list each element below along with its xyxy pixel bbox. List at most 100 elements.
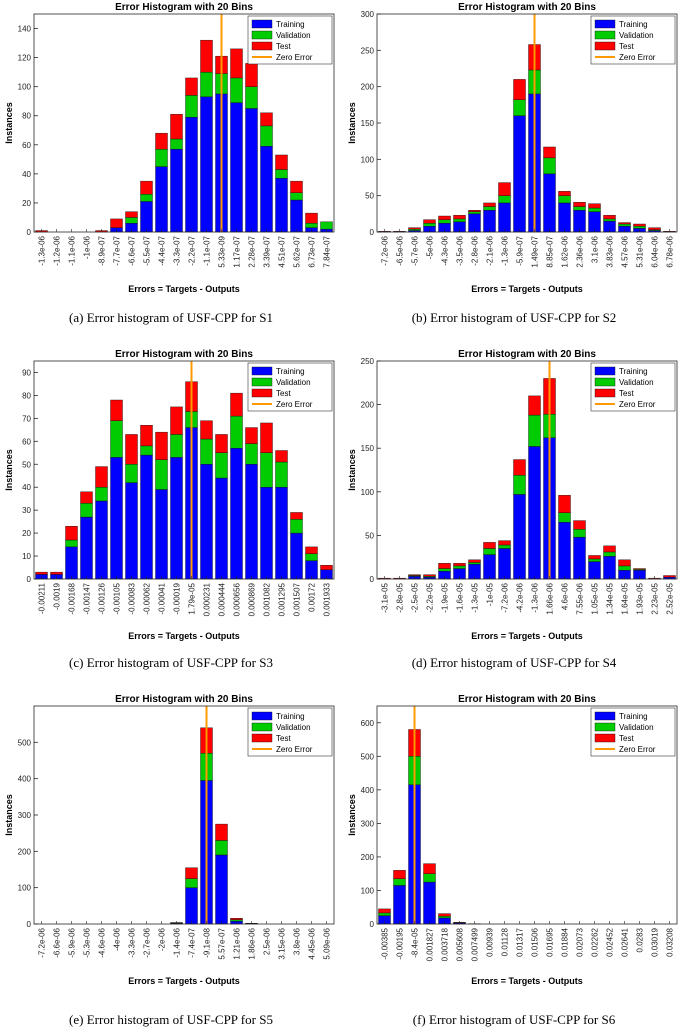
bar-training [80, 516, 93, 580]
bar-training [215, 477, 228, 580]
x-tick-label: 6.04e-06 [651, 235, 660, 267]
bar-test [65, 526, 78, 541]
x-tick-label: 2.23e-05 [651, 582, 660, 614]
bar-validation [95, 487, 108, 502]
x-tick-label: -0.00062 [143, 582, 152, 614]
bar-training [260, 487, 273, 580]
chart-title: Error Histogram with 20 Bins [458, 694, 596, 705]
legend-swatch-training [594, 366, 616, 376]
x-tick-label: 0.01695 [546, 927, 555, 956]
x-axis-label: Errors = Targets - Outputs [471, 284, 583, 294]
legend-label-test: Test [619, 42, 634, 51]
bar-test [498, 182, 511, 196]
legend-swatch-test [594, 388, 616, 398]
bar-training [423, 881, 436, 925]
bar-validation [438, 568, 451, 572]
x-tick-label: 0.000656 [233, 582, 242, 616]
x-tick-label: -4.3e-06 [441, 235, 450, 265]
legend-swatch-test [594, 41, 616, 51]
plot-frame [33, 360, 335, 580]
bar-validation [498, 544, 511, 549]
y-tick-label: 40 [22, 483, 31, 492]
legend-label-test: Test [619, 734, 634, 743]
bar-validation [393, 878, 406, 886]
legend-swatch-test [594, 733, 616, 743]
x-tick-label: 1.62e-06 [561, 235, 570, 267]
bar-test [305, 212, 318, 224]
bar-test [80, 491, 93, 504]
bar-validation [200, 71, 213, 98]
legend-swatch-test [251, 388, 273, 398]
x-tick-label: 1.17e-07 [233, 235, 242, 267]
y-tick-label: 0 [27, 575, 32, 584]
x-tick-label: -6.6e-07 [128, 235, 137, 265]
bar-validation [140, 194, 153, 202]
caption-s3: (c) Error histogram of USF-CPP for S3 [69, 655, 273, 670]
y-tick-label: 50 [365, 192, 374, 201]
x-tick-label: 1.21e-06 [233, 927, 242, 959]
bar-test [245, 63, 258, 87]
bar-training [200, 96, 213, 233]
legend-label-validation: Validation [276, 378, 311, 387]
x-tick-label: 5.09e-06 [323, 927, 332, 959]
x-tick-label: -1.3e-06 [501, 235, 510, 265]
bar-training [543, 173, 556, 233]
bar-validation [155, 459, 168, 490]
x-tick-label: -1.9e-05 [441, 582, 450, 612]
bar-validation [438, 916, 451, 919]
x-tick-label: 6.73e-07 [308, 235, 317, 267]
bar-validation [305, 553, 318, 561]
x-tick-label: -1.2e-06 [53, 235, 62, 265]
histogram-s4: Error Histogram with 20 Bins 0 50 100 150 200… [347, 349, 678, 641]
y-tick-label: 200 [361, 401, 375, 410]
x-tick-label: 1.05e-05 [591, 582, 600, 614]
legend-label-test: Test [276, 389, 291, 398]
y-tick-label: 30 [22, 506, 31, 515]
x-tick-label: 0.01317 [516, 927, 525, 956]
x-tick-label: -5.3e-06 [83, 927, 92, 957]
chart-title: Error Histogram with 20 Bins [115, 349, 253, 360]
bar-validation [588, 558, 601, 562]
y-tick-label: 200 [18, 847, 32, 856]
legend-label-zero-error: Zero Error [276, 400, 313, 409]
bar-test [573, 520, 586, 530]
x-tick-label: -7.2e-06 [38, 927, 47, 957]
bar-validation [245, 443, 258, 465]
x-axis-label: Errors = Targets - Outputs [471, 976, 583, 986]
x-tick-label: 1.93e-05 [636, 582, 645, 614]
x-tick-label: 0.000231 [203, 582, 212, 616]
bar-validation [603, 551, 616, 557]
y-tick-label: 0 [27, 920, 32, 929]
x-tick-label: 4.51e-07 [278, 235, 287, 267]
chart-title: Error Histogram with 20 Bins [458, 349, 596, 360]
bar-test [215, 823, 228, 841]
bar-validation [618, 565, 631, 571]
bar-test [140, 425, 153, 447]
x-tick-label: -6.6e-06 [53, 927, 62, 957]
x-tick-label: -4.4e-07 [158, 235, 167, 265]
y-axis-label: Instances [4, 794, 14, 836]
bar-training [260, 146, 273, 233]
bar-test [618, 559, 631, 567]
x-tick-label: -1.6e-05 [456, 582, 465, 612]
y-axis-label: Instances [4, 449, 14, 491]
x-tick-label: 0.001827 [426, 927, 435, 961]
bar-training [185, 116, 198, 233]
bar-validation [80, 503, 93, 518]
y-tick-label: 0 [27, 228, 32, 237]
x-tick-label: 4.45e-06 [308, 927, 317, 959]
bar-validation [618, 223, 631, 227]
bar-validation [170, 434, 183, 458]
y-tick-label: 0 [370, 575, 375, 584]
histogram-s6: Error Histogram with 20 Bins 0 100 200 300 40… [347, 694, 678, 986]
bar-validation [483, 548, 496, 555]
x-tick-label: -2e-06 [158, 927, 167, 951]
x-axis-label: Errors = Targets - Outputs [128, 284, 240, 294]
x-tick-label: 6.78e-06 [666, 235, 675, 267]
bar-test [558, 191, 571, 196]
x-tick-label: -8.4e-05 [411, 927, 420, 957]
histogram-s5: Error Histogram with 20 Bins 0 100 200 300 40… [4, 694, 335, 986]
x-tick-label: -0.00147 [83, 582, 92, 614]
x-tick-label: -0.00041 [158, 582, 167, 614]
